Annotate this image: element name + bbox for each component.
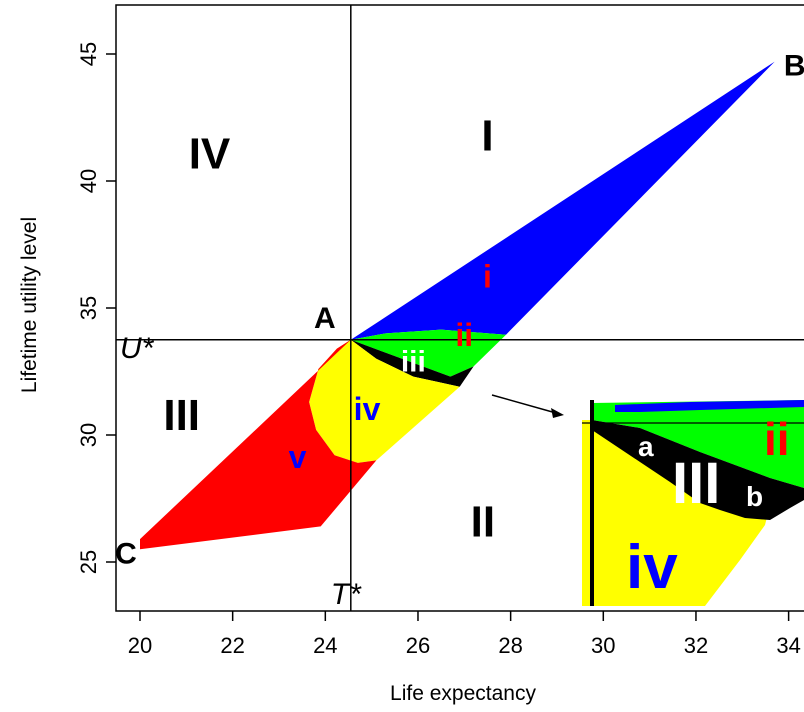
- y-tick-label: 35: [76, 296, 101, 320]
- x-tick-label: 26: [406, 633, 430, 658]
- y-tick-label: 40: [76, 169, 101, 193]
- quadrant-label-iv: IV: [189, 129, 231, 178]
- feasible-regions: [140, 61, 775, 550]
- region-iv: [309, 339, 460, 463]
- y-tick-label: 30: [76, 423, 101, 447]
- t-star-label: T*: [331, 578, 362, 611]
- x-tick-label: 32: [684, 633, 708, 658]
- point-label-c: C: [115, 537, 137, 570]
- point-label-b: B: [784, 50, 804, 83]
- inset-arrow: [491, 394, 564, 418]
- inset-label-iv: iv: [626, 533, 678, 602]
- region-v: [140, 339, 377, 550]
- x-axis-title: Life expectancy: [390, 682, 536, 705]
- inset-label-b: b: [746, 481, 763, 512]
- y-tick-label: 25: [76, 550, 101, 574]
- region-iii: [350, 339, 474, 387]
- x-tick-label: 20: [128, 633, 152, 658]
- u-star-label: U*: [120, 332, 155, 365]
- quadrant-label-ii: II: [471, 498, 495, 547]
- inset-label-ii: ii: [764, 413, 790, 465]
- region-label-iv: iv: [354, 391, 381, 427]
- x-tick-label: 34: [776, 633, 800, 658]
- inset-label-a: a: [638, 431, 654, 462]
- inset-region-iii: [592, 420, 804, 520]
- region-label-i: i: [483, 259, 492, 295]
- y-axis: 25 30 35 40 45: [76, 42, 116, 574]
- region-label-iii: iii: [401, 346, 426, 379]
- point-label-a: A: [314, 302, 336, 335]
- inset-zoom: ii a III b iv: [582, 400, 804, 606]
- x-tick-label: 24: [313, 633, 337, 658]
- y-tick-label: 45: [76, 42, 101, 66]
- region-i: [350, 61, 775, 340]
- x-tick-label: 30: [591, 633, 615, 658]
- x-tick-label: 28: [498, 633, 522, 658]
- region-ii: [350, 329, 506, 377]
- inset-region-i: [615, 400, 804, 412]
- inset-region-iv: [582, 420, 770, 606]
- region-label-ii: ii: [455, 317, 473, 353]
- quadrant-label-iii: III: [163, 391, 200, 440]
- x-tick-label: 22: [220, 633, 244, 658]
- inset-region-ii: [592, 400, 804, 488]
- inset-label-iii: III: [672, 451, 720, 516]
- x-axis: 20 22 24 26 28 30 32 34: [128, 611, 801, 658]
- quadrant-label-i: I: [481, 112, 493, 161]
- region-label-v: v: [289, 439, 307, 475]
- y-axis-title: Lifetime utility level: [18, 217, 41, 393]
